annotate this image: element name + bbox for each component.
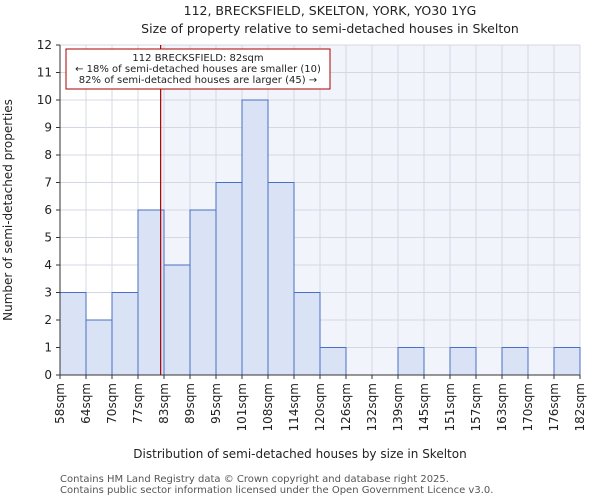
x-tick-label: 145sqm bbox=[417, 383, 431, 431]
x-tick-label: 58sqm bbox=[53, 383, 67, 424]
y-tick-label: 6 bbox=[44, 203, 52, 217]
x-tick-label: 139sqm bbox=[391, 383, 405, 431]
footer-credit-line-2: Contains public sector information licen… bbox=[60, 485, 494, 496]
footer-credit-line-1: Contains HM Land Registry data © Crown c… bbox=[60, 474, 449, 485]
bar-95sqm bbox=[215, 182, 243, 376]
y-tick-label: 4 bbox=[44, 258, 52, 272]
y-tick-label: 10 bbox=[37, 93, 52, 107]
x-tick-label: 163sqm bbox=[495, 383, 509, 431]
chart-subtitle: Size of property relative to semi-detach… bbox=[141, 21, 519, 36]
y-tick-label: 1 bbox=[44, 341, 52, 355]
x-tick-label: 182sqm bbox=[573, 383, 587, 431]
annotation-line: 82% of semi-detached houses are larger (… bbox=[79, 75, 317, 86]
bar-139sqm bbox=[397, 347, 425, 376]
x-tick-label: 151sqm bbox=[443, 383, 457, 431]
bar-83sqm bbox=[163, 264, 191, 376]
y-tick-label: 3 bbox=[44, 286, 52, 300]
x-tick-label: 83sqm bbox=[157, 383, 171, 424]
x-tick-label: 157sqm bbox=[469, 383, 483, 431]
y-tick-label: 8 bbox=[44, 148, 52, 162]
y-tick-label: 5 bbox=[44, 231, 52, 245]
annotation-line: ← 18% of semi-detached houses are smalle… bbox=[75, 64, 321, 75]
bar-101sqm bbox=[241, 99, 269, 376]
x-tick-label: 95sqm bbox=[209, 383, 223, 424]
bar-89sqm bbox=[189, 209, 217, 376]
y-tick-label: 12 bbox=[37, 38, 52, 52]
y-tick-label: 7 bbox=[44, 176, 52, 190]
y-tick-label: 11 bbox=[37, 66, 52, 80]
x-tick-label: 114sqm bbox=[287, 383, 301, 431]
x-tick-label: 64sqm bbox=[79, 383, 93, 424]
chart-title: 112, BRECKSFIELD, SKELTON, YORK, YO30 1Y… bbox=[184, 3, 477, 18]
y-tick-label: 0 bbox=[44, 368, 52, 382]
x-tick-label: 120sqm bbox=[313, 383, 327, 431]
x-tick-label: 176sqm bbox=[547, 383, 561, 431]
bar-163sqm bbox=[501, 347, 529, 376]
bar-108sqm bbox=[267, 182, 295, 376]
bar-120sqm bbox=[319, 347, 347, 376]
x-tick-label: 70sqm bbox=[105, 383, 119, 424]
x-tick-label: 77sqm bbox=[131, 383, 145, 424]
x-tick-label: 170sqm bbox=[521, 383, 535, 431]
annotation-box bbox=[65, 48, 331, 90]
annotation-line: 112 BRECKSFIELD: 82sqm bbox=[132, 53, 263, 64]
y-tick-label: 9 bbox=[44, 121, 52, 135]
bar-151sqm bbox=[449, 347, 477, 376]
x-tick-label: 132sqm bbox=[365, 383, 379, 431]
bar-176sqm bbox=[553, 347, 581, 376]
x-axis-label: Distribution of semi-detached houses by … bbox=[133, 447, 466, 461]
x-tick-label: 101sqm bbox=[235, 383, 249, 431]
y-axis-label: Number of semi-detached properties bbox=[1, 99, 15, 321]
bar-70sqm bbox=[111, 292, 139, 376]
bar-58sqm bbox=[59, 292, 87, 376]
x-tick-label: 108sqm bbox=[261, 383, 275, 431]
x-tick-label: 126sqm bbox=[339, 383, 353, 431]
bar-64sqm bbox=[85, 319, 113, 376]
x-tick-label: 89sqm bbox=[183, 383, 197, 424]
bar-77sqm bbox=[137, 209, 165, 376]
bar-114sqm bbox=[293, 292, 321, 376]
y-tick-label: 2 bbox=[44, 313, 52, 327]
